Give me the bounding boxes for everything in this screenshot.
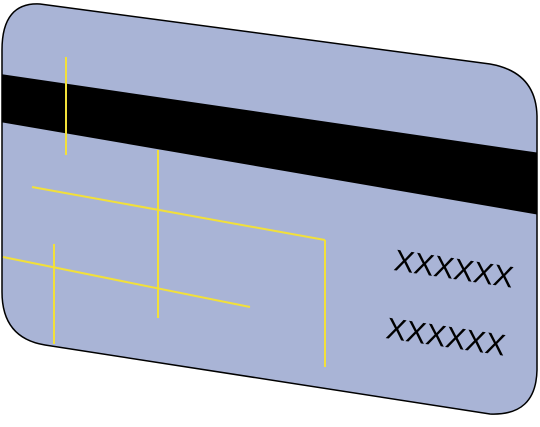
circuit-lines bbox=[2, 57, 326, 367]
circuit-line bbox=[2, 256, 251, 308]
magnetic-stripe bbox=[2, 74, 537, 215]
circuit-line bbox=[31, 186, 326, 241]
